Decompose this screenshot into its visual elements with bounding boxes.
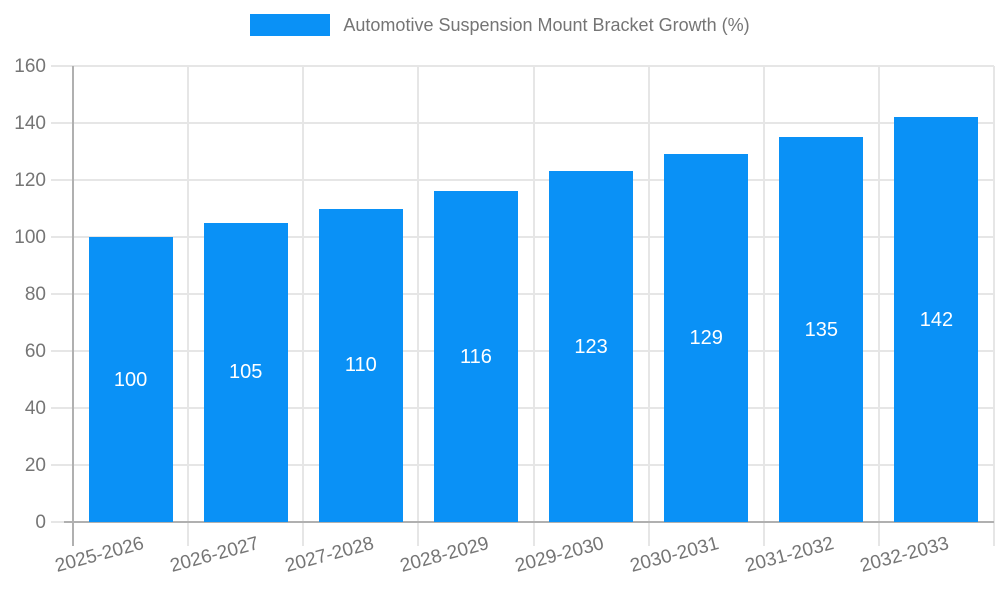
- x-axis-tick-label: 2029-2030: [513, 533, 607, 577]
- x-axis-tick: [647, 522, 650, 546]
- x-axis-tick-label: 2031-2032: [743, 533, 837, 577]
- y-axis-tick-label: 120: [14, 170, 46, 191]
- y-axis-tick-label: 40: [24, 398, 46, 419]
- y-axis-tick: [51, 350, 73, 352]
- x-gridline: [877, 66, 880, 522]
- y-axis-tick: [51, 521, 73, 523]
- y-axis-tick: [51, 122, 73, 124]
- bar-value-label: 129: [689, 327, 723, 350]
- y-axis-tick-label: 160: [14, 56, 46, 77]
- y-axis-tick: [51, 407, 73, 409]
- y-axis-tick-label: 80: [24, 284, 46, 305]
- x-axis-tick: [187, 522, 190, 546]
- y-axis-tick: [51, 65, 73, 67]
- bar[interactable]: [203, 222, 288, 522]
- bar[interactable]: [664, 154, 749, 522]
- y-axis-tick-label: 140: [14, 113, 46, 134]
- x-gridline: [993, 66, 995, 522]
- x-axis-tick-label: 2027-2028: [282, 533, 376, 577]
- bar-value-label: 116: [459, 345, 492, 368]
- x-axis-tick: [762, 522, 765, 546]
- legend-label: Automotive Suspension Mount Bracket Grow…: [343, 15, 750, 35]
- y-axis-tick: [51, 464, 73, 466]
- x-axis-tick-label: 2025-2026: [52, 533, 146, 577]
- x-gridline: [762, 66, 765, 522]
- bar-value-label: 135: [804, 318, 838, 341]
- y-axis-tick-label: 20: [24, 455, 46, 476]
- x-axis-tick-label: 2026-2027: [167, 533, 261, 577]
- bar[interactable]: [433, 191, 518, 522]
- y-axis-tick-label: 100: [14, 227, 46, 248]
- x-gridline: [417, 66, 420, 522]
- y-axis-line: [72, 66, 74, 546]
- y-axis-tick-label: 0: [35, 512, 46, 533]
- bar[interactable]: [894, 117, 979, 522]
- x-axis-tick-label: 2028-2029: [397, 533, 492, 577]
- y-axis-tick: [51, 236, 73, 238]
- x-gridline: [187, 66, 190, 522]
- y-axis-tick-label: 60: [24, 341, 46, 362]
- bar-value-label: 142: [919, 308, 954, 331]
- x-axis-tick-label: 2032-2033: [858, 533, 952, 577]
- x-gridline: [302, 66, 305, 522]
- bar-value-label: 110: [344, 354, 377, 377]
- bar-value-label: 100: [113, 368, 148, 391]
- x-axis-tick-label: 2030-2031: [628, 533, 722, 577]
- x-axis-tick: [532, 522, 535, 546]
- bar[interactable]: [779, 137, 864, 522]
- bar-value-label: 123: [574, 335, 608, 358]
- x-axis-line: [64, 521, 994, 523]
- chart-legend[interactable]: Automotive Suspension Mount Bracket Grow…: [0, 14, 1000, 36]
- x-axis-tick: [993, 522, 995, 546]
- x-axis-tick: [417, 522, 420, 546]
- legend-swatch: [250, 14, 331, 36]
- bar[interactable]: [549, 171, 634, 522]
- x-axis-tick: [877, 522, 880, 546]
- bar-value-label: 105: [229, 361, 263, 384]
- y-axis-tick: [51, 179, 73, 181]
- bar[interactable]: [318, 208, 403, 522]
- bar[interactable]: [88, 237, 173, 522]
- x-gridline: [647, 66, 650, 522]
- x-gridline: [532, 66, 535, 522]
- y-axis-tick: [51, 293, 73, 295]
- x-axis-tick: [302, 522, 305, 546]
